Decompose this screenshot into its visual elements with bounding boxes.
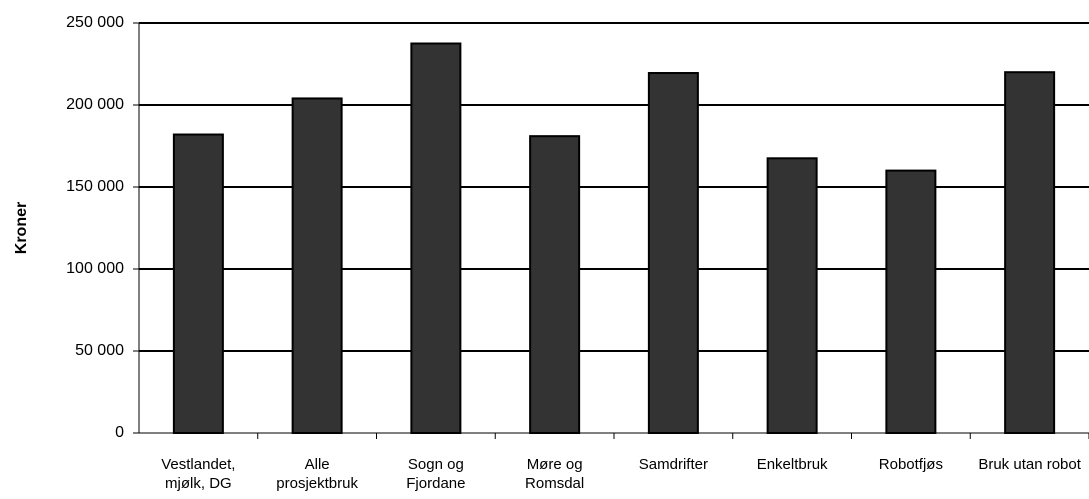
bar (291, 97, 343, 434)
x-tick-label: Alle prosjektbruk (276, 456, 358, 492)
bar (1004, 71, 1056, 434)
y-tick-label: 50 000 (75, 342, 124, 359)
y-tick-label: 150 000 (66, 178, 124, 195)
y-tick-label: 0 (115, 424, 124, 441)
x-tick-label: Enkeltbruk (756, 456, 828, 473)
x-tick-label: Møre og Romsdal (525, 456, 585, 492)
bar (766, 157, 818, 435)
bar (410, 42, 462, 434)
x-tick-label: Vestlandet, mjølk, DG (161, 456, 236, 492)
y-axis-label: Kroner (13, 202, 30, 254)
bar (885, 169, 937, 434)
bar (647, 72, 699, 435)
y-tick-label: 200 000 (66, 96, 124, 113)
y-tick-label: 100 000 (66, 260, 124, 277)
bar (529, 135, 581, 434)
x-tick-label: Samdrifter (638, 456, 708, 473)
x-tick-label: Robotfjøs (878, 456, 943, 473)
x-tick-label: Bruk utan robot (978, 456, 1081, 473)
bar (172, 133, 224, 435)
y-tick-label: 250 000 (66, 14, 124, 31)
x-tick-label: Sogn og Fjordane (406, 456, 466, 492)
